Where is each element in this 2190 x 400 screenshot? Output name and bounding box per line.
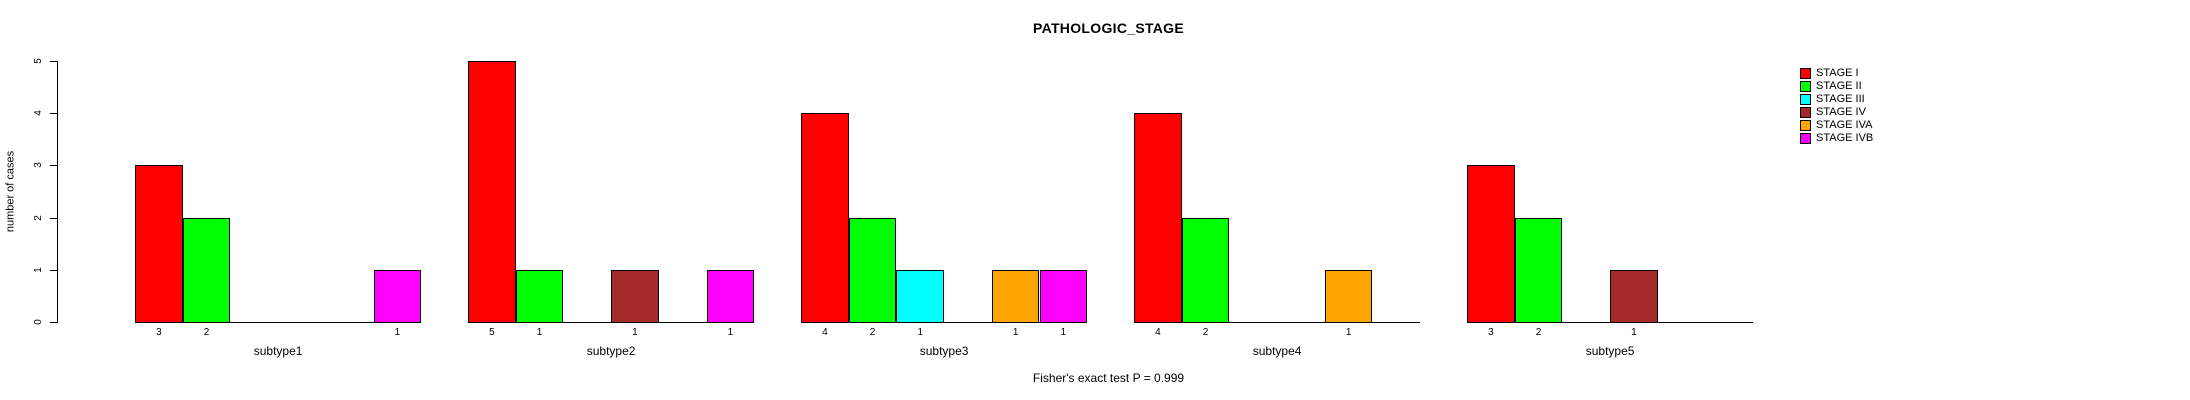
bar-value-label: 3 xyxy=(1488,327,1494,338)
y-tick xyxy=(50,61,57,62)
legend-row: STAGE III xyxy=(1800,93,1873,106)
bar-stage-i xyxy=(468,61,516,323)
bar-stage-ii xyxy=(1514,217,1563,323)
legend-label: STAGE II xyxy=(1816,80,1862,92)
bar-stage-ii xyxy=(1181,217,1230,323)
y-tick-label: 5 xyxy=(33,58,44,64)
legend: STAGE I STAGE II STAGE III STAGE IV STAGE IV… xyxy=(1800,67,1873,145)
x-baseline xyxy=(1134,322,1421,323)
bar-value-label: 1 xyxy=(727,327,734,338)
bar-stage-iii xyxy=(896,269,945,323)
bar-value-label: 3 xyxy=(156,327,162,338)
bar-group-subtype4: 4 2 1 subtype4 xyxy=(1134,0,1421,400)
bar-stage-iva xyxy=(1324,269,1373,323)
bar-stage-i xyxy=(1467,165,1515,323)
y-axis-title: number of cases xyxy=(4,150,17,233)
bar-group-subtype2: 5 1 1 1 subtype2 xyxy=(468,0,755,400)
legend-row: STAGE IVB xyxy=(1800,132,1873,145)
legend-row: STAGE IVA xyxy=(1800,119,1873,132)
y-tick-label: 4 xyxy=(33,110,44,116)
legend-label: STAGE IVA xyxy=(1816,119,1873,131)
bar-value-label: 4 xyxy=(1155,327,1161,338)
y-tick-label: 2 xyxy=(33,214,44,221)
bar-stage-iva xyxy=(991,269,1040,323)
y-tick-label: 1 xyxy=(33,267,44,273)
chart-title: PATHOLOGIC_STAGE xyxy=(1032,20,1185,36)
legend-row: STAGE I xyxy=(1800,67,1873,80)
bar-stage-i xyxy=(135,165,183,323)
legend-swatch-icon xyxy=(1800,94,1811,105)
legend-swatch-icon xyxy=(1800,81,1811,92)
category-label-subtype5: subtype5 xyxy=(1585,344,1635,358)
legend-swatch-icon xyxy=(1800,133,1811,144)
category-label-subtype3: subtype3 xyxy=(919,344,969,358)
y-tick xyxy=(50,217,57,219)
bar-value-label: 1 xyxy=(917,327,924,338)
bar-value-label: 1 xyxy=(394,327,401,338)
x-baseline xyxy=(801,322,1088,323)
y-tick-label: 0 xyxy=(33,319,44,325)
bar-value-label: 1 xyxy=(536,327,543,338)
bar-stage-iv xyxy=(1610,269,1658,323)
bar-stage-ii xyxy=(515,269,564,323)
bar-stage-i xyxy=(801,113,849,323)
bar-stage-ivb xyxy=(706,269,755,323)
y-tick xyxy=(50,322,57,323)
legend-row: STAGE II xyxy=(1800,80,1873,93)
x-baseline xyxy=(135,322,422,323)
bar-value-label: 2 xyxy=(869,327,876,338)
bar-stage-ivb xyxy=(1039,269,1088,323)
bar-value-label: 1 xyxy=(1345,327,1352,338)
bar-value-label: 1 xyxy=(1060,327,1067,338)
bar-group-subtype5: 3 2 1 subtype5 xyxy=(1467,0,1754,400)
legend-label: STAGE I xyxy=(1816,67,1859,79)
y-tick xyxy=(50,269,57,271)
bar-stage-ii xyxy=(848,217,897,323)
legend-swatch-icon xyxy=(1800,107,1811,118)
y-axis-line xyxy=(57,61,58,323)
legend-label: STAGE IV xyxy=(1816,106,1866,118)
bar-value-label: 2 xyxy=(203,327,210,338)
legend-row: STAGE IV xyxy=(1800,106,1873,119)
bar-value-label: 2 xyxy=(1202,327,1209,338)
bar-value-label: 5 xyxy=(489,327,495,338)
y-tick-label: 3 xyxy=(33,162,44,169)
category-label-subtype4: subtype4 xyxy=(1252,344,1302,358)
legend-label: STAGE III xyxy=(1816,93,1865,105)
category-label-subtype1: subtype1 xyxy=(253,344,303,358)
legend-swatch-icon xyxy=(1800,68,1811,79)
bar-group-subtype3: 4 2 1 1 1 subtype3 xyxy=(801,0,1088,400)
y-tick xyxy=(50,113,57,115)
bar-value-label: 4 xyxy=(822,327,828,338)
bar-stage-ii xyxy=(182,217,231,323)
category-label-subtype2: subtype2 xyxy=(586,344,636,358)
bar-value-label: 1 xyxy=(632,327,638,338)
legend-label: STAGE IVB xyxy=(1816,132,1874,144)
bar-value-label: 1 xyxy=(1631,327,1637,338)
y-tick xyxy=(50,165,57,167)
bar-stage-ivb xyxy=(373,269,422,323)
legend-swatch-icon xyxy=(1800,120,1811,131)
bar-group-subtype1: 3 2 1 subtype1 xyxy=(135,0,422,400)
bar-stage-iv xyxy=(611,269,659,323)
bar-value-label: 1 xyxy=(1012,327,1019,338)
fisher-test-footnote: Fisher's exact test P = 0.999 xyxy=(1032,371,1185,385)
bar-value-label: 2 xyxy=(1535,327,1542,338)
bar-stage-i xyxy=(1134,113,1182,323)
